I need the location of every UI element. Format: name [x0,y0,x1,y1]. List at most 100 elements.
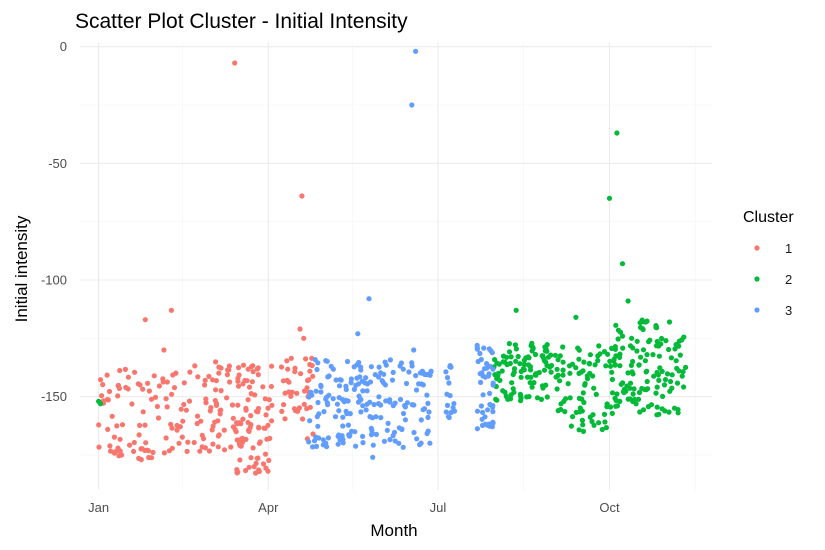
data-point-cluster-2 [601,411,608,417]
data-point-cluster-2 [627,380,634,386]
data-point-cluster-1 [212,397,218,404]
data-point-cluster-3 [413,48,419,54]
data-point-cluster-3 [334,401,340,407]
data-point-cluster-2 [565,381,571,387]
data-point-cluster-3 [443,409,449,415]
data-point-cluster-2 [621,389,627,396]
data-point-cluster-3 [358,364,364,370]
data-point-cluster-3 [318,383,324,390]
data-point-cluster-2 [612,344,618,350]
data-point-cluster-3 [490,366,496,372]
data-point-cluster-3 [316,411,322,417]
data-point-cluster-2 [547,364,553,370]
data-point-cluster-3 [450,405,456,411]
data-point-cluster-3 [409,102,415,108]
data-point-cluster-3 [411,429,417,436]
data-point-cluster-1 [166,448,172,454]
data-point-cluster-3 [446,380,452,386]
data-point-cluster-3 [411,347,417,353]
data-point-cluster-2 [577,405,583,411]
data-point-cluster-3 [448,409,454,416]
data-point-cluster-1 [171,385,178,391]
data-point-cluster-2 [596,420,602,426]
data-point-cluster-2 [542,348,549,354]
data-point-cluster-3 [402,404,408,410]
data-point-cluster-3 [373,431,379,437]
data-point-cluster-1 [254,408,260,414]
data-point-cluster-2 [617,363,623,369]
data-point-cluster-3 [448,364,454,370]
data-point-cluster-3 [313,388,319,394]
data-point-cluster-1 [269,402,275,408]
data-point-cluster-2 [513,346,520,352]
data-point-cluster-2 [674,365,680,371]
data-point-cluster-1 [116,453,122,459]
data-point-cluster-2 [662,377,669,383]
data-point-cluster-1 [301,388,308,394]
legend-key-cluster-2 [754,276,760,282]
data-point-cluster-3 [413,373,419,379]
data-point-cluster-2 [668,355,675,361]
data-point-cluster-1 [307,404,313,410]
data-point-cluster-1 [221,427,227,433]
data-point-cluster-3 [314,366,320,373]
data-point-cluster-2 [612,362,618,368]
data-point-cluster-1 [136,432,142,438]
data-point-cluster-2 [640,347,647,353]
data-point-cluster-2 [515,353,521,360]
data-point-cluster-3 [414,436,420,442]
data-point-cluster-1 [146,454,152,461]
data-point-cluster-1 [200,436,207,442]
data-point-cluster-2 [560,367,566,373]
data-point-cluster-1 [226,367,232,373]
data-point-cluster-2 [620,345,626,351]
data-point-cluster-3 [490,403,496,409]
data-point-cluster-1 [186,398,193,404]
data-point-cluster-2 [555,372,561,378]
data-point-cluster-1 [161,450,167,456]
data-point-cluster-1 [292,408,298,414]
data-point-cluster-1 [135,381,141,387]
data-point-cluster-2 [659,335,665,342]
data-point-cluster-2 [681,384,687,390]
data-point-cluster-1 [115,393,121,399]
data-point-cluster-3 [309,392,315,398]
data-point-cluster-2 [673,358,679,364]
data-point-cluster-2 [595,358,601,364]
data-point-cluster-1 [309,362,315,369]
data-point-cluster-1 [148,396,155,402]
data-point-cluster-2 [517,391,524,397]
data-point-cluster-3 [347,411,353,417]
data-point-cluster-2 [568,423,575,429]
data-point-cluster-2 [635,396,642,402]
data-point-cluster-3 [315,423,321,429]
data-point-cluster-2 [591,385,597,391]
data-point-cluster-1 [294,390,300,396]
data-point-cluster-3 [364,388,370,394]
y-tick-label: -100 [41,273,67,288]
y-tick-label: -50 [48,156,67,171]
data-point-cluster-2 [532,372,538,378]
data-point-cluster-1 [202,445,208,451]
data-point-cluster-2 [587,352,594,358]
data-point-cluster-2 [658,341,664,347]
data-point-cluster-2 [528,374,534,380]
data-point-cluster-1 [250,445,256,451]
data-point-cluster-1 [145,448,151,454]
data-point-cluster-3 [357,374,363,380]
data-point-cluster-2 [661,382,668,388]
data-point-cluster-2 [511,366,518,372]
data-point-cluster-3 [360,440,366,446]
data-point-cluster-2 [646,339,652,345]
data-point-cluster-3 [362,380,368,386]
y-tick-label: 0 [60,39,67,54]
data-point-cluster-2 [506,349,513,355]
data-point-cluster-1 [286,389,292,395]
data-point-cluster-2 [580,422,586,428]
data-point-cluster-3 [376,364,382,370]
data-point-cluster-1 [151,373,157,379]
data-point-cluster-2 [532,351,539,358]
legend-key-cluster-3 [754,307,760,313]
data-point-cluster-1 [109,413,115,419]
data-point-cluster-3 [474,346,480,352]
